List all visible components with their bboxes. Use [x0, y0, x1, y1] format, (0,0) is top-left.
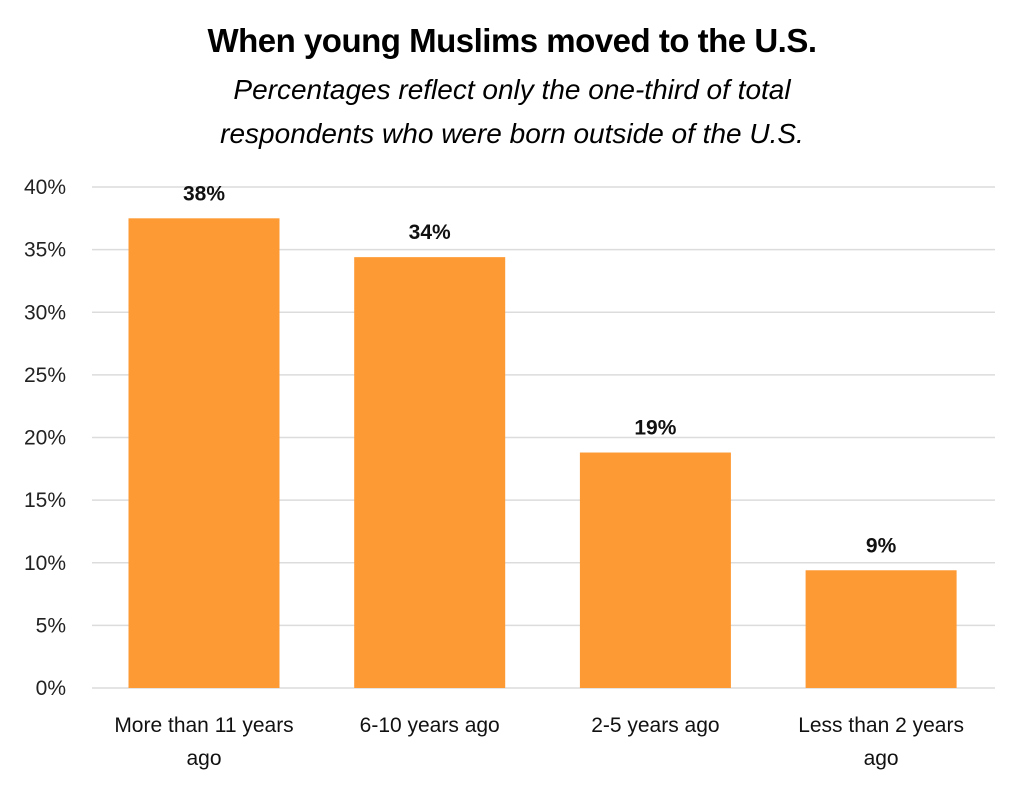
x-axis-ticks: More than 11 years ago 6-10 years ago 2-5 y…: [114, 714, 964, 770]
bar: [354, 257, 506, 688]
data-labels: 38% 34% 19% 9%: [183, 182, 897, 557]
y-tick-label: 35%: [24, 239, 66, 262]
x-tick-label: 6-10 years ago: [360, 714, 500, 737]
bar: [128, 218, 280, 688]
chart-subtitle-line-2: respondents who were born outside of the…: [220, 118, 804, 149]
x-tick-label: ago: [864, 747, 899, 770]
y-tick-label: 15%: [24, 489, 66, 512]
chart-title: When young Muslims moved to the U.S.: [207, 22, 817, 59]
data-label: 9%: [866, 534, 897, 557]
data-label: 38%: [183, 182, 225, 205]
bars: [128, 218, 957, 688]
y-tick-label: 20%: [24, 427, 66, 450]
data-label: 19%: [634, 417, 676, 440]
chart-subtitle-line-1: Percentages reflect only the one-third o…: [233, 74, 791, 105]
bar: [805, 570, 957, 688]
x-tick-label: 2-5 years ago: [591, 714, 719, 737]
y-axis-ticks: 0% 5% 10% 15% 20% 25% 30% 35% 40%: [24, 176, 66, 700]
x-tick-label: More than 11 years: [114, 714, 293, 737]
y-tick-label: 30%: [24, 301, 66, 324]
x-tick-label: Less than 2 years: [798, 714, 964, 737]
data-label: 34%: [409, 221, 451, 244]
y-tick-label: 0%: [36, 677, 66, 700]
y-tick-label: 40%: [24, 176, 66, 199]
bar: [579, 452, 731, 688]
y-tick-label: 10%: [24, 552, 66, 575]
x-tick-label: ago: [186, 747, 221, 770]
y-tick-label: 25%: [24, 364, 66, 387]
y-tick-label: 5%: [36, 614, 66, 637]
